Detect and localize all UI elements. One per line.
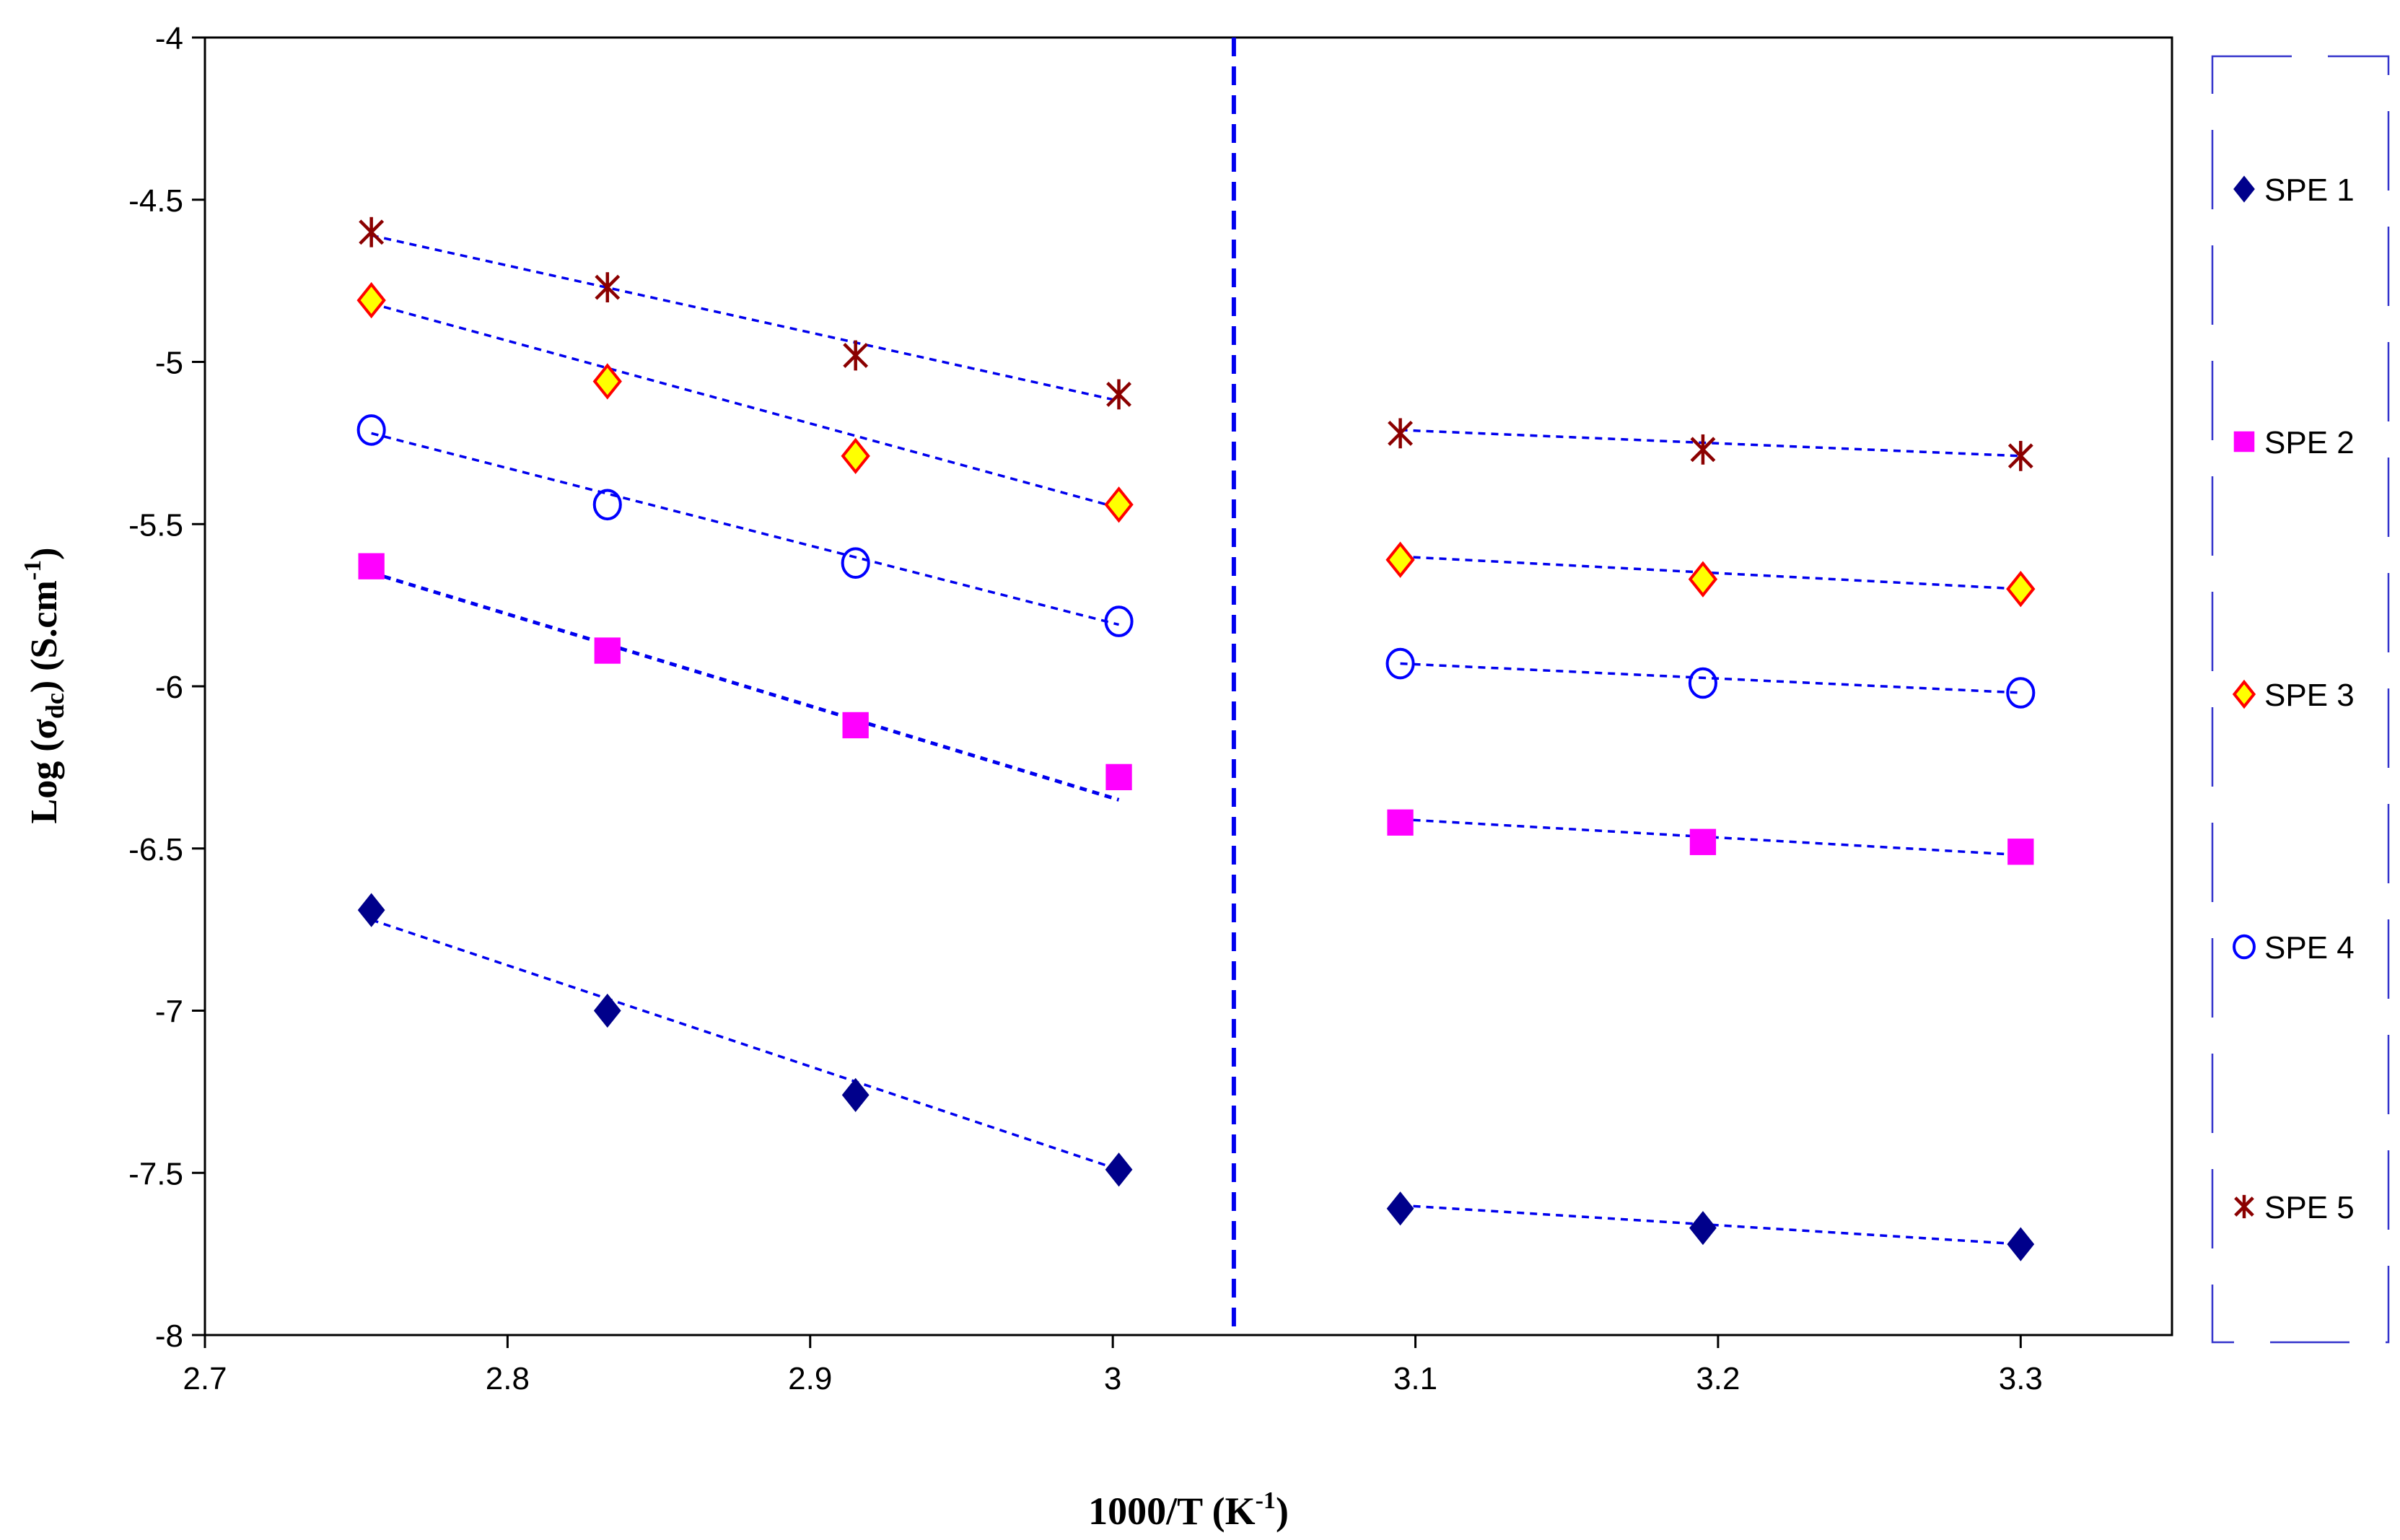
spe-2-point	[1387, 809, 1414, 836]
y-axis-title: Log (σdc) (S.cm-1)	[19, 548, 69, 824]
y-tick-label: -4	[155, 21, 183, 56]
spe-4-point	[1688, 667, 1717, 699]
spe-3-point	[1385, 541, 1415, 578]
spe-3-point	[356, 281, 386, 319]
legend-spe-1-marker	[2233, 175, 2255, 203]
x-tick-label: 3	[1104, 1361, 1121, 1396]
spe-1-point	[2007, 1227, 2035, 1261]
plot-area	[203, 36, 2173, 1336]
x-tick-label: 3.3	[1999, 1361, 2043, 1396]
spe-3-point	[1104, 486, 1134, 523]
spe-3-point	[841, 437, 870, 475]
x-axis-title: 1000/T (K-1)	[1088, 1487, 1289, 1533]
legend-spe-4-label: SPE 4	[2264, 930, 2355, 966]
spe-2-point	[1105, 764, 1132, 791]
spe-4-fit-line-low	[371, 432, 1119, 626]
spe-4-point	[592, 489, 622, 521]
spe-1-point	[1105, 1152, 1133, 1187]
spe-1-point	[841, 1077, 870, 1112]
spe-4-point	[1104, 605, 1134, 637]
x-tick-label: 3.1	[1393, 1361, 1437, 1396]
spe-1-point	[1386, 1191, 1414, 1226]
x-axis: 2.7 2.8 2.9 3 3.1 3.2 3.3	[183, 1335, 2043, 1396]
spe-5-point	[2007, 440, 2033, 471]
spe-4-point	[841, 547, 870, 579]
legend-frame	[2211, 55, 2390, 1344]
spe-5-point	[1388, 418, 1414, 449]
legend-spe-3-marker	[2232, 679, 2256, 709]
x-tick-label: 3.2	[1696, 1361, 1740, 1396]
x-tick-label: 2.9	[788, 1361, 832, 1396]
data-points	[356, 216, 2036, 1261]
fit-lines	[370, 234, 2021, 1246]
legend-spe-2-marker	[2233, 431, 2255, 452]
spe-5-point	[1106, 379, 1131, 410]
legend: SPE 1 SPE 2 SPE 3 SPE 4 SPE 5	[2211, 55, 2390, 1344]
spe-3-point	[592, 363, 622, 400]
y-tick-label: -7	[155, 994, 183, 1030]
spe-2-point	[1689, 828, 1717, 855]
y-tick-label: -5	[155, 346, 183, 381]
spe-2-fit-line-low	[370, 571, 1120, 802]
spe-4-point	[1385, 647, 1415, 680]
spe-5-point	[843, 340, 869, 371]
legend-spe-2-label: SPE 2	[2264, 425, 2355, 460]
spe-1-fit-line-low	[371, 918, 1120, 1171]
y-tick-label: -7.5	[128, 1156, 183, 1191]
spe-2-point	[358, 553, 385, 579]
spe-4-point	[356, 414, 386, 446]
spe-2-point	[2007, 839, 2034, 865]
spe-1-point	[357, 893, 385, 927]
y-tick-label: -6.5	[128, 832, 183, 867]
spe-3-point	[1688, 561, 1718, 598]
x-tick-label: 2.8	[486, 1361, 530, 1396]
spe-2-point	[842, 712, 869, 739]
legend-spe-5-marker	[2234, 1194, 2254, 1219]
spe-1-point	[1689, 1211, 1717, 1246]
spe-4-point	[2006, 677, 2036, 709]
plot-frame	[203, 36, 2173, 1336]
y-tick-label: -4.5	[128, 183, 183, 219]
legend-spe-5-label: SPE 5	[2264, 1190, 2355, 1225]
spe-2-point	[594, 637, 621, 664]
spe-5-point	[1690, 434, 1716, 465]
spe-5-fit-line-low	[371, 234, 1119, 403]
spe-5-point	[595, 272, 621, 303]
legend-spe-3-label: SPE 3	[2264, 678, 2355, 713]
y-tick-label: -6	[155, 670, 183, 705]
x-tick-label: 2.7	[183, 1361, 227, 1396]
spe-3-point	[2006, 570, 2036, 608]
legend-spe-1-label: SPE 1	[2264, 172, 2355, 208]
y-tick-label: -8	[155, 1318, 183, 1354]
legend-spe-4-marker	[2233, 934, 2256, 960]
y-axis: -4 -4.5 -5 -5.5 -6 -6.5 -7 -7.5 -8	[128, 21, 205, 1354]
spe-1-point	[593, 993, 621, 1028]
y-tick-label: -5.5	[128, 507, 183, 543]
spe-5-point	[359, 216, 385, 248]
